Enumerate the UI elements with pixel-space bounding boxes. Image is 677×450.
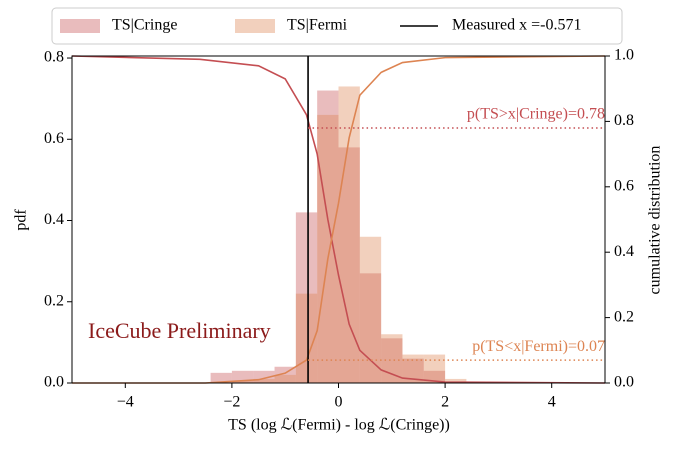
annotation-text: p(TS<x|Fermi)=0.07 [472,338,605,355]
y2-tick-label: 0.4 [614,243,634,260]
x-tick-label: 0 [335,394,343,411]
y-tick-label: 0.0 [44,374,64,391]
histogram-bar [210,372,232,383]
cumulative-line [71,55,606,384]
legend-label: Measured x =-0.571 [452,17,581,34]
legend-label: TS|Fermi [287,17,348,34]
y-axis-label: pdf [13,209,30,231]
x-tick-label: −2 [223,394,240,411]
y2-tick-label: 0.2 [614,308,634,325]
annotation-text: p(TS>x|Cringe)=0.78 [467,106,605,123]
cumulative-line [72,55,606,384]
histogram-bar [445,378,467,383]
histogram-bar [423,354,446,383]
y2-tick-label: 0.6 [614,177,634,194]
x-tick-label: 2 [441,394,449,411]
legend-box [51,7,623,45]
histogram-bar [402,354,424,383]
y-tick-label: 0.6 [44,130,64,147]
y-tick-label: 0.4 [44,211,64,228]
x-axis-label: TS (log ℒ(Fermi) - log ℒ(Cringe)) [228,417,450,434]
x-tick-label: 4 [548,394,556,411]
histogram-bar [253,378,275,383]
y2-axis-label: cumulative distribution [647,146,664,295]
legend-label: TS|Cringe [112,17,177,34]
histogram-bar [295,293,318,383]
histogram-bar [381,334,403,383]
histogram-bar [402,358,424,383]
y2-tick-label: 1.0 [614,47,634,64]
histogram-bar [274,374,296,383]
histogram-bar [359,236,382,383]
histogram-bar [317,90,339,383]
y-tick-label: 0.2 [44,292,64,309]
x-tick-label: −4 [117,394,134,411]
y2-tick-label: 0.8 [614,112,634,129]
watermark: IceCube Preliminary [88,318,271,343]
histogram-bar [338,147,360,383]
histogram-bar [338,86,360,384]
histogram-bar [317,114,339,383]
legend-swatch [60,19,100,33]
y-tick-label: 0.8 [44,49,64,66]
histogram-bar [295,212,318,383]
legend-swatch [235,19,275,33]
y2-tick-label: 0.0 [614,374,634,391]
histogram-bar [231,380,254,383]
